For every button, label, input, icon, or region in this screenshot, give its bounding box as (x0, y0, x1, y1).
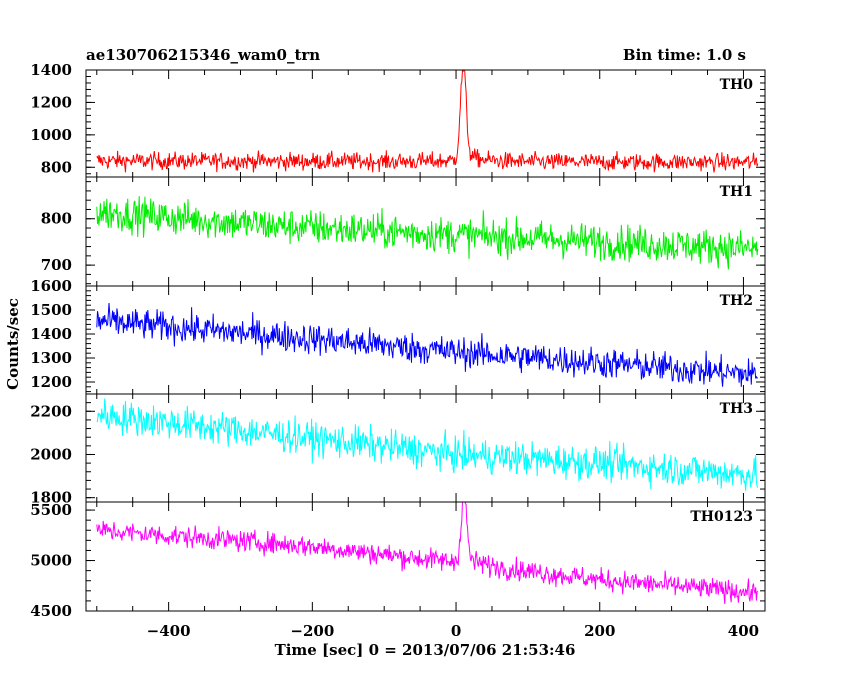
panel-th2: 1200 1300 1400 1500 1600 TH2 (30, 277, 766, 395)
panel-frame (85, 501, 766, 612)
x-tick-label: −400 (147, 622, 191, 640)
y-tick-label: 1400 (30, 61, 72, 79)
y-tick-label: 800 (41, 210, 72, 228)
y-tick-label: 1000 (30, 126, 72, 144)
x-tick-label: 200 (584, 622, 615, 640)
x-tick-label: −200 (290, 622, 334, 640)
panel-frame (85, 285, 766, 395)
series-line-th1 (96, 196, 759, 270)
panel-th0: 800 1000 1200 1400 TH0 (30, 61, 766, 178)
chart-title: ae130706215346_wam0_trn (86, 46, 320, 64)
panels-group: 800100012001400TH0700800TH11200130014001… (30, 61, 766, 620)
panel-label: TH0 (720, 77, 754, 93)
y-tick-label: 2200 (30, 402, 72, 420)
y-tick-label: 800 (41, 158, 72, 176)
x-axis: −400 −200 0 200 400 (147, 622, 759, 640)
x-axis-label: Time [sec] 0 = 2013/07/06 21:53:46 (275, 641, 576, 659)
y-axis-label: Counts/sec (4, 298, 22, 390)
y-tick-label: 1400 (30, 325, 72, 343)
series-line-th0123 (96, 502, 759, 605)
y-tick-label: 700 (41, 256, 72, 274)
x-tick-label: 400 (728, 622, 759, 640)
panel-th3: 1800 2000 2200 TH3 (30, 393, 766, 507)
y-tick-label: 1600 (30, 277, 72, 295)
series-line-th2 (96, 302, 758, 387)
y-tick-label: 1500 (30, 301, 72, 319)
y-tick-label: 1200 (30, 93, 72, 111)
panel-th0123: 4500 5000 5500 TH0123 (30, 501, 766, 620)
y-tick-label: 1300 (30, 349, 72, 367)
panel-label: TH0123 (690, 509, 753, 525)
y-tick-label: 5500 (30, 501, 72, 519)
x-tick-label: 0 (451, 622, 461, 640)
y-tick-label: 5000 (30, 552, 72, 570)
panel-label: TH2 (720, 293, 753, 309)
y-tick-label: 1200 (30, 373, 72, 391)
y-tick-label: 1800 (30, 489, 72, 507)
panel-label: TH3 (720, 401, 753, 417)
series-line-th3 (96, 398, 759, 491)
bin-time-label: Bin time: 1.0 s (623, 46, 746, 64)
series-line-th0 (96, 70, 759, 173)
panel-frame (85, 176, 766, 287)
y-tick-label: 4500 (30, 602, 72, 620)
y-tick-label: 2000 (30, 445, 72, 463)
panel-label: TH1 (720, 184, 753, 200)
panel-th1: 700 800 TH1 (41, 176, 766, 287)
